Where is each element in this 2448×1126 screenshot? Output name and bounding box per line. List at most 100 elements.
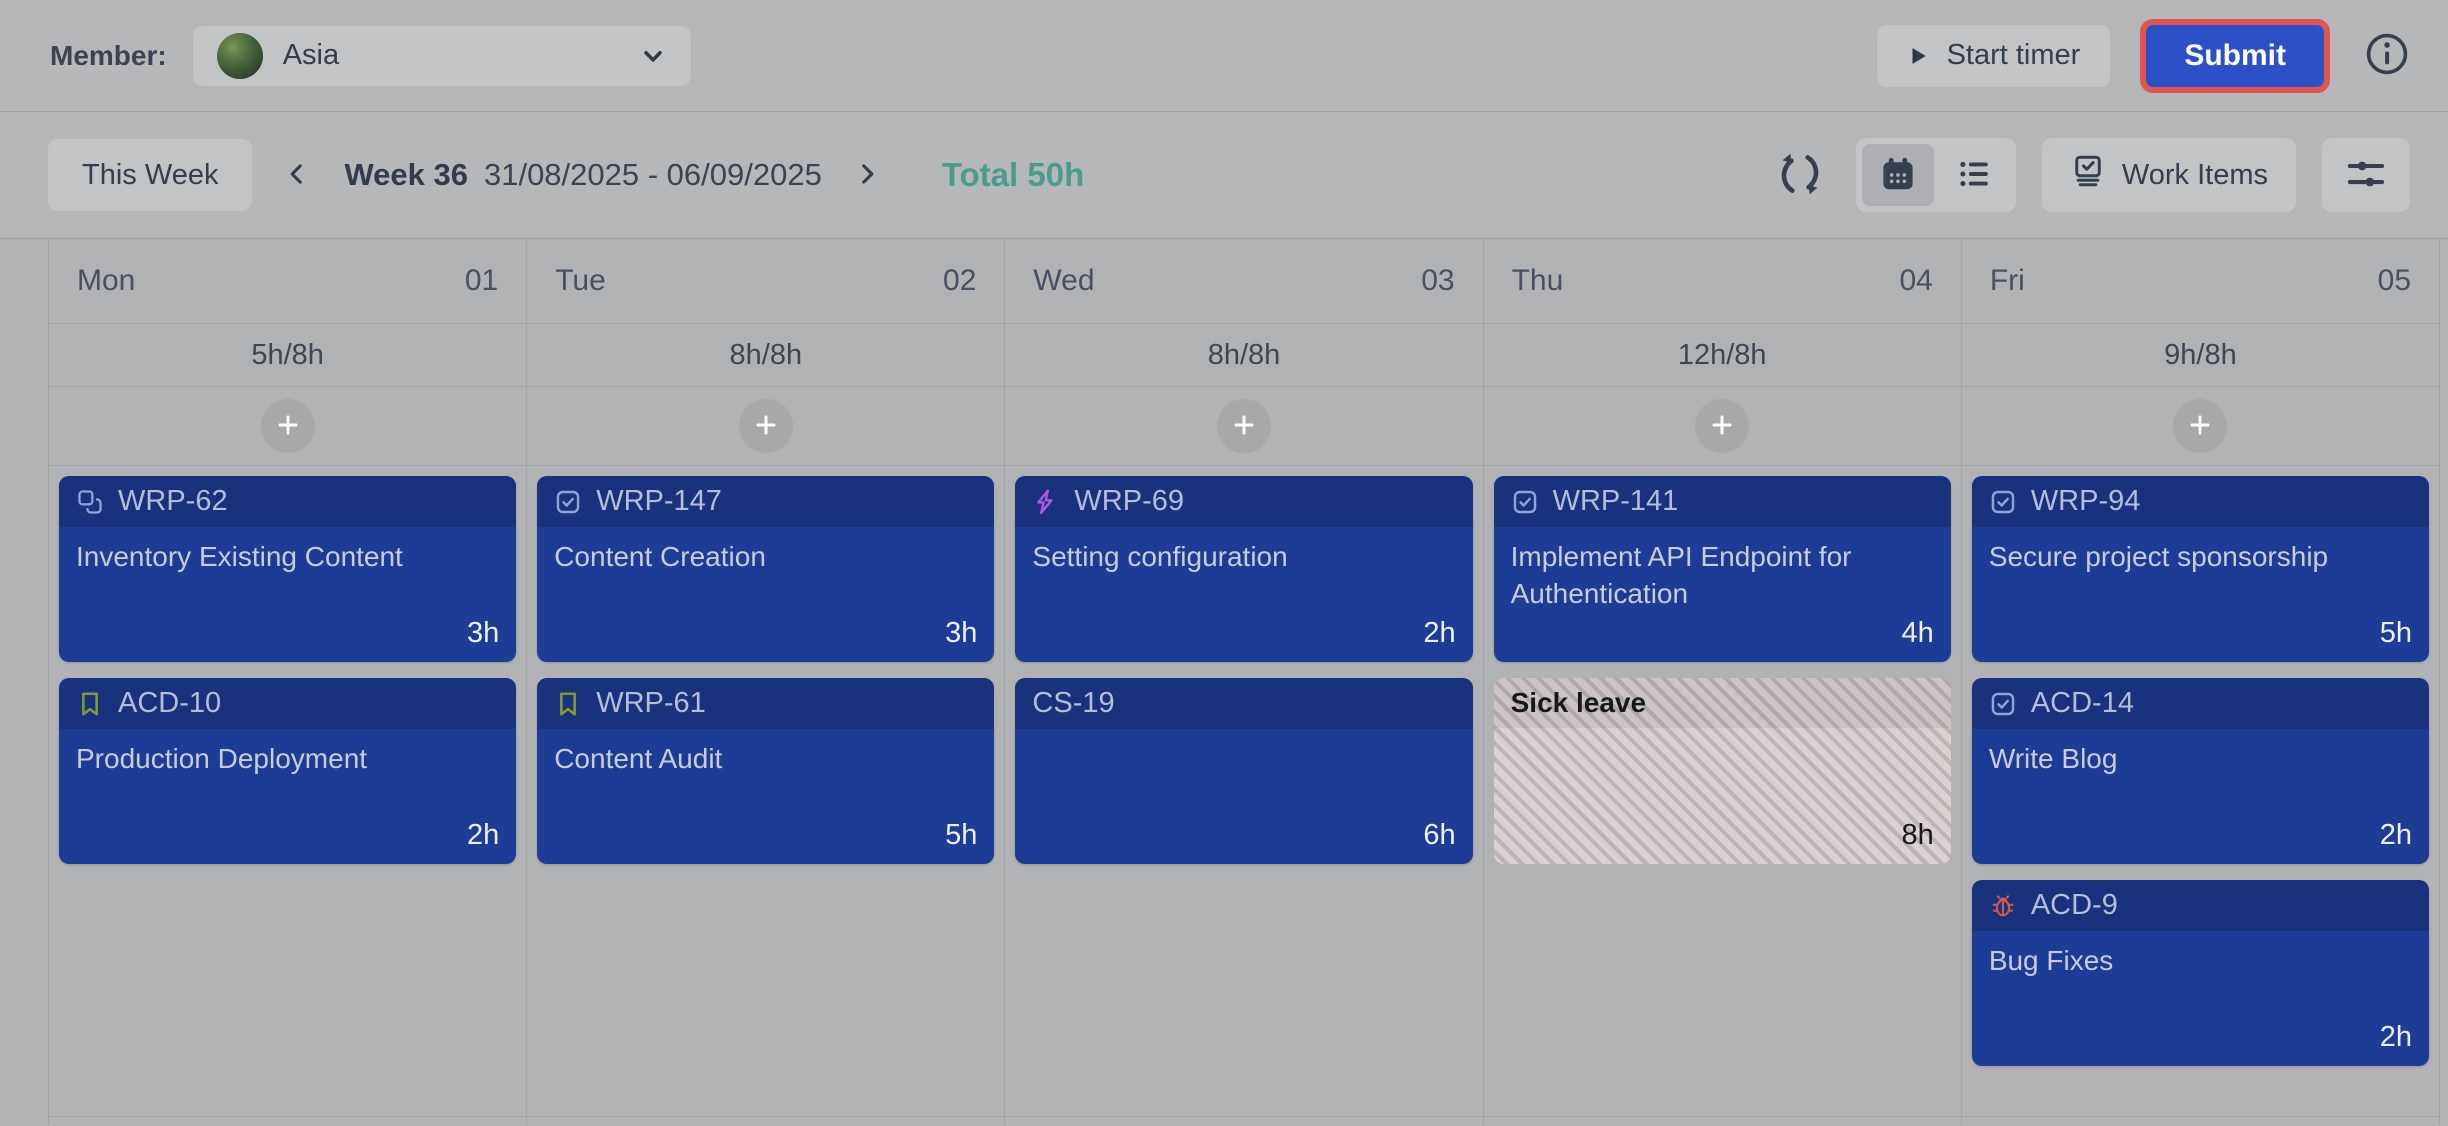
entry-hours: 2h <box>2379 819 2413 851</box>
start-timer-button[interactable]: Start timer <box>1876 24 2111 87</box>
entry-header: ACD-14 <box>1971 678 2430 729</box>
add-entry-button[interactable] <box>1695 399 1750 453</box>
day-body: WRP-94 Secure project sponsorship 5h ACD… <box>1960 466 2441 1125</box>
entry-header: ACD-9 <box>1971 880 2430 931</box>
day-column: Mon 01 5h/8h WRP-62 Inventory Existing C… <box>47 239 528 1125</box>
filter-settings-button[interactable] <box>2322 138 2410 212</box>
entry-hours: 2h <box>2379 1021 2413 1053</box>
day-body: WRP-62 Inventory Existing Content 3h ACD… <box>47 466 528 1125</box>
entry-header: Sick leave <box>1493 678 1951 728</box>
list-view-icon <box>1956 156 1992 195</box>
sync-button[interactable] <box>1770 149 1830 202</box>
entry-header: WRP-94 <box>1971 476 2430 527</box>
entry-card[interactable]: WRP-69 Setting configuration 2h <box>1015 476 1473 662</box>
entry-card[interactable]: WRP-61 Content Audit 5h <box>537 678 995 864</box>
entry-card[interactable]: WRP-94 Secure project sponsorship 5h <box>1971 476 2430 662</box>
plus-row <box>1483 387 1961 466</box>
chevron-left-icon <box>284 161 310 190</box>
entry-title: Production Deployment <box>76 743 368 774</box>
day-column: Wed 03 8h/8h WRP-69 Setting configuratio… <box>1004 239 1484 1125</box>
week-date-range: 31/08/2025 - 06/09/2025 <box>483 157 822 192</box>
day-hours-summary: 9h/8h <box>1961 324 2440 387</box>
day-column: Thu 04 12h/8h WRP-141 Implement API Endp… <box>1482 239 1963 1125</box>
info-button[interactable] <box>2364 31 2410 80</box>
add-entry-button[interactable] <box>1217 399 1271 453</box>
add-entry-button[interactable] <box>738 399 793 453</box>
day-column: Tue 02 8h/8h WRP-147 Content Creation 3h… <box>526 239 1006 1125</box>
day-body: WRP-147 Content Creation 3h WRP-61 Conte… <box>526 466 1006 1125</box>
entry-title: Write Blog <box>1988 743 2118 774</box>
entry-header: WRP-147 <box>537 476 995 527</box>
entry-hours: 3h <box>466 617 500 649</box>
entry-header: ACD-10 <box>59 678 517 729</box>
member-avatar <box>216 32 263 79</box>
entry-card[interactable]: WRP-141 Implement API Endpoint for Authe… <box>1493 476 1951 662</box>
subtask-icon <box>76 488 104 516</box>
list-view-button[interactable] <box>1938 144 2010 206</box>
day-name: Mon <box>77 264 136 297</box>
entry-header: WRP-141 <box>1493 476 1951 527</box>
entry-card[interactable]: CS-19 6h <box>1015 678 1473 864</box>
member-bar: Member: Asia Start timer Submit <box>0 0 2448 112</box>
day-header: Mon 01 <box>49 239 527 324</box>
plus-row <box>49 387 527 466</box>
entry-card[interactable]: ACD-10 Production Deployment 2h <box>59 678 517 864</box>
week-bar: This Week Week 36 31/08/2025 - 06/09/202… <box>0 112 2448 239</box>
entry-card[interactable]: ACD-14 Write Blog 2h <box>1971 678 2430 864</box>
entry-header: WRP-62 <box>59 476 517 527</box>
entry-title: Setting configuration <box>1032 541 1288 572</box>
week-number: Week 36 <box>344 157 468 192</box>
entry-key: WRP-141 <box>1552 485 1679 517</box>
entry-key: ACD-10 <box>118 687 222 719</box>
day-date: 05 <box>2377 264 2412 297</box>
bug-icon <box>1989 892 2017 920</box>
day-date: 03 <box>1421 264 1455 297</box>
task-icon <box>554 488 582 516</box>
entry-card[interactable]: WRP-62 Inventory Existing Content 3h <box>59 476 517 662</box>
member-name: Asia <box>282 39 340 71</box>
entry-key: WRP-147 <box>596 485 722 517</box>
plus-icon <box>753 412 779 441</box>
day-date: 04 <box>1899 264 1933 297</box>
entry-hours: 2h <box>1423 617 1456 649</box>
submit-button[interactable]: Submit <box>2146 24 2324 87</box>
task-icon <box>1989 488 2017 516</box>
this-week-button[interactable]: This Week <box>48 139 253 211</box>
leave-entry-card[interactable]: Sick leave 8h <box>1493 678 1951 864</box>
entry-title: Content Audit <box>554 743 723 774</box>
add-entry-button[interactable] <box>260 399 315 453</box>
day-body: WRP-141 Implement API Endpoint for Authe… <box>1482 466 1963 1125</box>
entry-title: Content Creation <box>554 541 766 572</box>
work-items-button[interactable]: Work Items <box>2041 138 2296 212</box>
view-toggle <box>1855 138 2016 212</box>
next-week-button[interactable] <box>848 155 886 196</box>
day-date: 01 <box>464 264 499 297</box>
member-select[interactable]: Asia <box>192 25 691 86</box>
day-header: Thu 04 <box>1483 239 1961 324</box>
week-total-hours: Total 50h <box>941 156 1085 193</box>
entry-card[interactable]: WRP-147 Content Creation 3h <box>537 476 995 662</box>
previous-week-button[interactable] <box>278 155 316 196</box>
epic-icon <box>1032 488 1060 516</box>
work-items-label: Work Items <box>2121 158 2268 191</box>
entry-key: ACD-14 <box>2030 687 2134 719</box>
plus-row <box>1005 387 1483 466</box>
day-name: Thu <box>1511 264 1564 297</box>
entry-card[interactable]: ACD-9 Bug Fixes 2h <box>1971 880 2430 1066</box>
entry-key: ACD-9 <box>2030 889 2118 921</box>
calendar-view-button[interactable] <box>1861 144 1934 206</box>
entry-title: Bug Fixes <box>1988 945 2114 976</box>
entry-title: Secure project sponsorship <box>1988 541 2329 572</box>
day-header: Fri 05 <box>1961 239 2440 324</box>
calendar-grid: Mon 01 5h/8h WRP-62 Inventory Existing C… <box>47 239 2441 1125</box>
entry-title: Inventory Existing Content <box>76 541 403 572</box>
day-column: Fri 05 9h/8h WRP-94 Secure project spons… <box>1960 239 2441 1125</box>
submit-highlight-ring: Submit <box>2140 18 2330 93</box>
calendar-view-icon <box>1879 155 1917 196</box>
day-name: Tue <box>555 264 606 297</box>
add-entry-button[interactable] <box>2173 399 2228 453</box>
entry-hours: 5h <box>2379 617 2413 649</box>
sync-icon <box>1776 150 1824 201</box>
entry-header: CS-19 <box>1015 678 1473 729</box>
plus-icon <box>2187 412 2213 441</box>
